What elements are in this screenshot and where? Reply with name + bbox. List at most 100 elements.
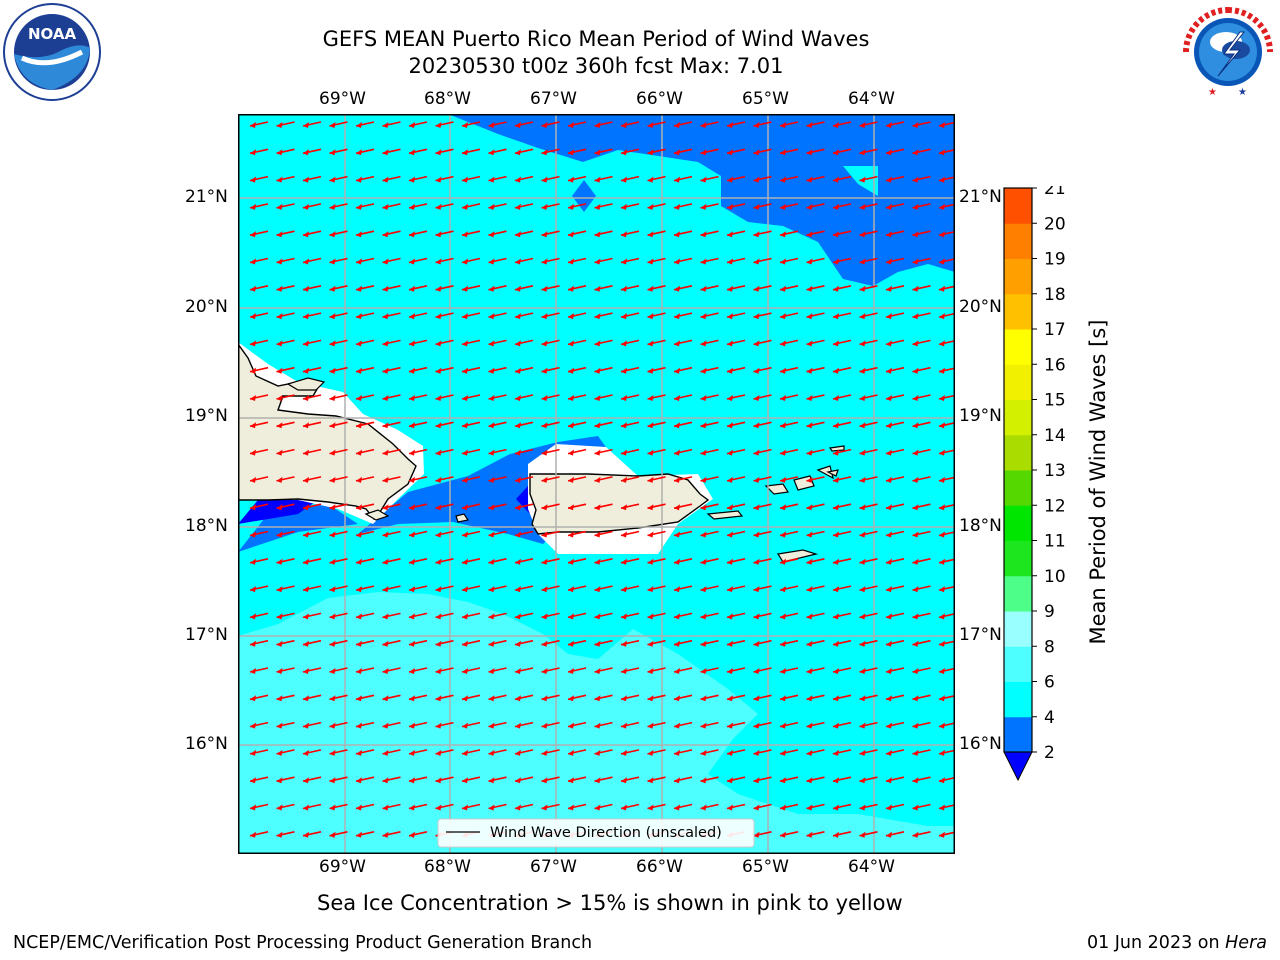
wind-arrow-head [674,203,680,210]
wind-arrow-head [515,285,521,292]
wind-arrow-head [568,586,574,593]
wind-arrow-head [939,340,945,347]
wind-arrow-head [753,313,760,320]
colorbar-band [1004,470,1032,506]
land-anegada [826,445,845,477]
wind-arrow-head [647,777,654,784]
wind-arrow-head [488,558,495,565]
wind-arrow-head [859,231,866,238]
wind-arrow-head [356,640,362,647]
wind-arrow-head [276,285,283,292]
wind-arrow-head [939,804,945,811]
wind-arrow-head [409,340,415,347]
colorbar-tick-label: 14 [1044,426,1066,446]
wind-arrow-head [833,367,839,374]
wind-arrow-head [833,777,839,784]
wind-arrow-head [250,804,256,811]
wind-arrow-head [541,340,548,347]
wind-arrow-head [674,395,680,401]
machine-name: Hera [1225,933,1267,953]
wind-arrow-head [409,504,415,511]
wind-arrow-head [700,231,707,238]
wind-arrow-head [939,313,945,320]
wind-arrow-head [727,149,733,156]
wind-arrow-head [700,149,707,156]
wind-arrow-head [435,367,442,374]
wind-arrow-head [727,285,733,292]
wind-arrow-head [753,613,760,620]
wind-arrow-head [859,422,866,429]
wind-arrow-head [329,313,336,320]
wind-arrow-head [462,613,468,620]
colorbar-tick-label: 17 [1044,320,1066,340]
wind-arrow-head [833,313,839,320]
wind-arrow-head [409,722,415,729]
wind-arrow-head [621,804,627,811]
wind-arrow-head [303,231,309,238]
wind-arrow-head [382,749,389,756]
wind-arrow-head [382,149,389,156]
wind-arrow-head [409,313,415,320]
wind-arrow-head [462,367,468,374]
wind-arrow-head [886,558,892,565]
wind-arrow-head [674,586,680,593]
lat-label-left-20n: 20°N [185,297,228,317]
wind-arrow-head [621,449,627,456]
wind-arrow-head [488,504,495,511]
wind-arrow-head [568,231,574,238]
wind-arrow-head [780,176,786,183]
wind-arrow-head [356,313,362,320]
wind-arrow-head [409,476,415,483]
wind-arrow-head [806,285,813,292]
wind-arrow-head [833,122,839,128]
wind-arrow-head [409,695,415,702]
wind-arrow-head [912,122,919,128]
wind-arrow-head [435,749,442,756]
wind-arrow-head [250,122,256,128]
wind-arrow-head [806,586,813,593]
wind-arrow-head [833,749,839,756]
wind-arrow-head [594,340,601,347]
wind-arrow-head [568,122,574,128]
wind-arrow-head [647,476,654,483]
wind-arrow-head [515,668,521,674]
wind-arrow-head [356,122,362,128]
wind-arrow-head [356,149,362,156]
wind-arrow-head [647,422,654,429]
wind-arrow-head [674,749,680,756]
wind-arrow-head [939,203,945,210]
wind-arrow-head [621,586,627,593]
wind-arrow-head [409,804,415,811]
wind-arrow-head [700,504,707,511]
run-date-text: 01 Jun 2023 on [1086,933,1226,953]
wind-arrow-head [833,176,839,183]
wind-arrow-head [541,422,548,429]
wind-arrow-head [329,749,336,756]
wind-arrow-head [753,258,760,265]
colorbar-tick-label: 18 [1044,285,1066,305]
wind-arrow-head [621,285,627,292]
wind-arrow-head [250,476,256,483]
wind-arrow-head [859,367,866,374]
wind-arrow-head [356,449,362,456]
wind-arrow-head [303,122,309,128]
wind-arrow-head [886,258,892,265]
wind-arrow-head [329,777,336,784]
wind-arrow-head [329,586,336,593]
wind-arrow-head [939,395,945,401]
colorbar: 2 4 6 8 9 10 11 12 13 14 15 16 17 18 19 20 21 [1003,186,1066,782]
wind-arrow-head [568,722,574,729]
wind-arrow-head [356,613,362,620]
wind-arrow-head [939,531,945,538]
wind-arrow-head [886,122,892,128]
wind-arrow-head [674,668,680,674]
wind-arrow-head [303,613,309,620]
wind-arrow-head [859,668,866,674]
wind-arrow-head [382,668,389,674]
wind-arrow-head [753,231,760,238]
wind-arrow-head [382,231,389,238]
wind-arrow-head [727,176,733,183]
wind-arrow-head [541,395,548,401]
wind-arrow-head [859,340,866,347]
wind-arrow-head [806,531,813,538]
